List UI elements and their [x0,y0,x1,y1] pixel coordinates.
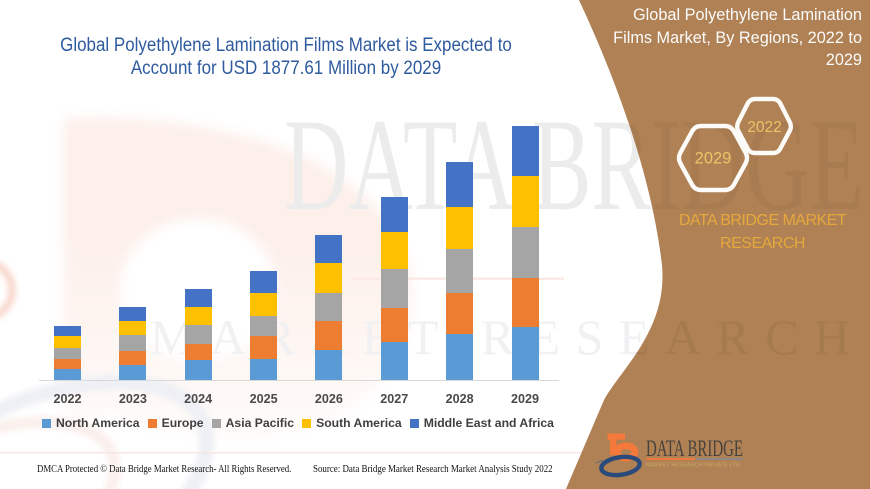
svg-text:2029: 2029 [695,150,732,168]
svg-text:DATA BRIDGE: DATA BRIDGE [646,436,743,461]
svg-text:MARKET RESEARCH: MARKET RESEARCH [150,309,850,365]
svg-text:2022: 2022 [747,119,781,136]
svg-text:MARKET RESEARCH PRIVATE LTD: MARKET RESEARCH PRIVATE LTD [646,463,740,469]
